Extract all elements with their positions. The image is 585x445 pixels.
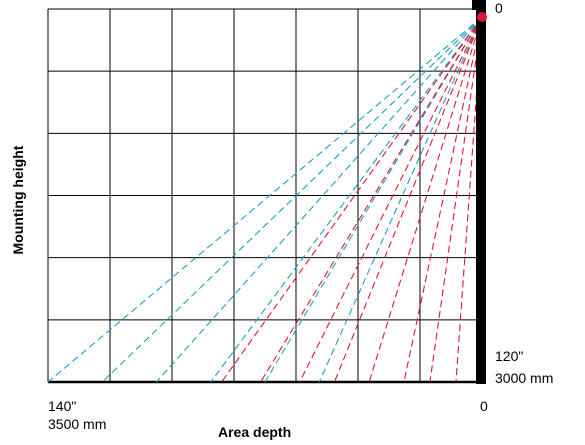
right-height-mm-label: 3000 mm	[495, 370, 554, 386]
left-depth-inches-label: 140"	[48, 398, 77, 414]
detection-rays	[47, 16, 483, 383]
y-axis-label: Mounting height	[10, 145, 26, 255]
red-detection-ray	[429, 16, 483, 383]
x-axis-label: Area depth	[218, 424, 292, 440]
sensor-origin-dot	[477, 12, 487, 22]
bottom-right-zero-label: 0	[480, 398, 488, 414]
left-depth-mm-label: 3500 mm	[48, 416, 107, 432]
red-detection-ray	[368, 16, 483, 383]
red-detection-ray	[221, 16, 483, 383]
blue-detection-ray	[156, 16, 483, 383]
blue-detection-ray	[264, 16, 483, 383]
top-right-zero-label: 0	[495, 0, 503, 16]
red-detection-ray	[403, 16, 483, 383]
blue-detection-ray	[210, 16, 483, 383]
sensor-mount-bar	[476, 0, 486, 384]
blue-detection-ray	[47, 16, 483, 383]
red-detection-ray	[260, 16, 483, 383]
blue-detection-ray	[318, 16, 483, 383]
right-height-inches-label: 120"	[495, 348, 524, 364]
grid	[47, 8, 483, 384]
sensor-head	[472, 0, 486, 10]
red-detection-ray	[299, 16, 483, 383]
